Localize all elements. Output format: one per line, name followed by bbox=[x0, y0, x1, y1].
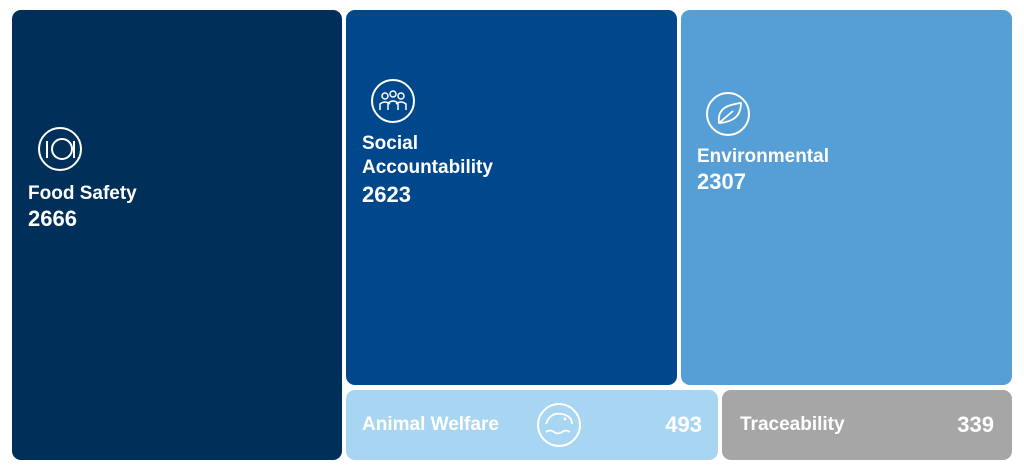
tile-label: Environmental bbox=[697, 146, 829, 167]
tile-value: 2307 bbox=[697, 169, 746, 194]
animal-icon bbox=[537, 403, 581, 447]
tile-label: Food Safety bbox=[28, 183, 137, 204]
tile-label: Social Accountability bbox=[362, 133, 493, 178]
tile: Social Accountability 2623 bbox=[346, 10, 677, 385]
tile-label: Traceability bbox=[740, 414, 845, 435]
tile: Environmental 2307 bbox=[681, 10, 1012, 385]
plate-icon bbox=[38, 127, 82, 171]
tile-value: 339 bbox=[957, 412, 994, 437]
tile-value: 493 bbox=[665, 412, 702, 437]
tile: Animal Welfare 493 bbox=[346, 390, 718, 460]
tile: Traceability 339 bbox=[722, 390, 1012, 460]
tile: Food Safety 2666 bbox=[12, 10, 342, 460]
leaf-icon bbox=[706, 92, 750, 136]
tile-value: 2666 bbox=[28, 206, 77, 231]
tile-value: 2623 bbox=[362, 182, 411, 207]
people-icon bbox=[371, 79, 415, 123]
tile-label: Animal Welfare bbox=[362, 414, 499, 435]
